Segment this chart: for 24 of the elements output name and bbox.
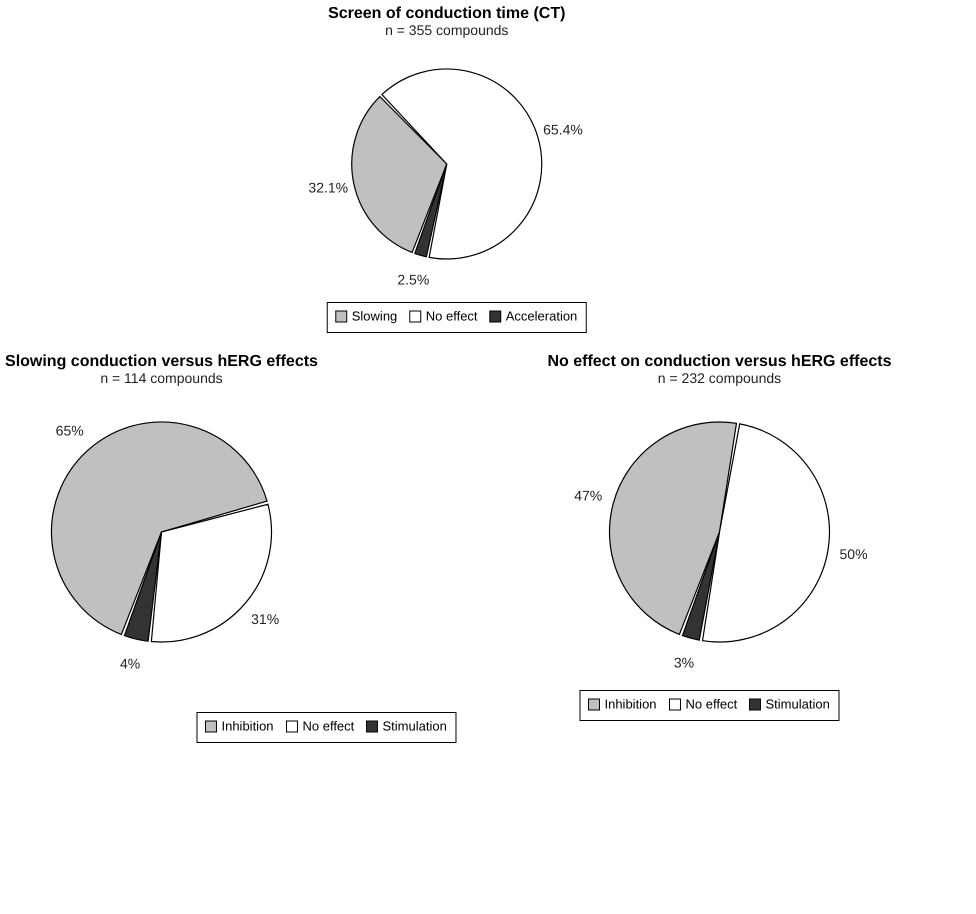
legend-label: Slowing xyxy=(352,308,398,324)
data-label: 50% xyxy=(840,546,868,562)
data-label: 3% xyxy=(674,654,694,670)
data-label: 47% xyxy=(574,487,602,504)
data-label: 32.1% xyxy=(308,180,348,196)
legend-label: Stimulation xyxy=(765,696,830,712)
chart-subtitle: n = 355 compounds xyxy=(385,22,508,38)
chart-subtitle: n = 114 compounds xyxy=(100,370,223,386)
legend-label: Inhibition xyxy=(604,696,657,712)
data-label: 2.5% xyxy=(397,271,430,288)
data-label: 65.4% xyxy=(543,121,583,138)
chart-title: Screen of conduction time (CT) xyxy=(328,5,566,22)
data-label: 31% xyxy=(251,611,280,628)
legend-label: Stimulation xyxy=(382,718,447,734)
legend-label: No effect xyxy=(302,718,355,734)
chart-title: No effect on conduction versus hERG effects xyxy=(547,353,892,370)
legend-label: No effect xyxy=(426,308,478,324)
chart-title: Slowing conduction versus hERG effects xyxy=(5,353,318,370)
chart-subtitle: n = 232 compounds xyxy=(658,370,782,386)
legend-label: Acceleration xyxy=(506,308,578,324)
data-label: 4% xyxy=(120,655,140,672)
legend-label: Inhibition xyxy=(221,718,274,734)
legend-label: No effect xyxy=(685,696,738,712)
data-label: 65% xyxy=(56,422,84,439)
